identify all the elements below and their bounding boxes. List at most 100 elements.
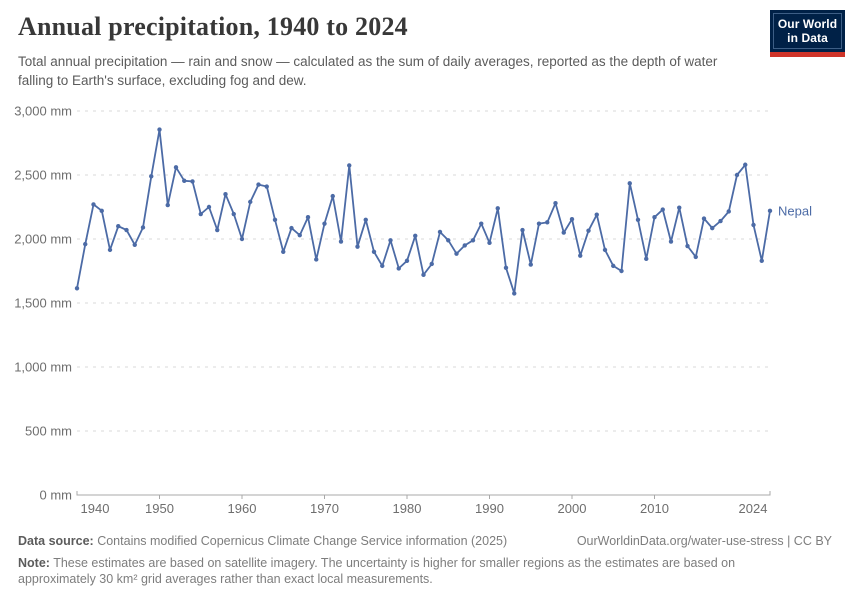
data-point-1963[interactable] [264,184,269,189]
data-point-1972[interactable] [338,239,344,244]
data-point-1976[interactable] [371,249,377,254]
data-point-2019[interactable] [726,209,731,214]
data-point-1945[interactable] [116,224,121,229]
data-point-1983[interactable] [429,261,434,267]
data-point-2024[interactable] [767,208,773,214]
data-point-2020[interactable] [734,172,740,178]
data-point-1962[interactable] [256,182,261,187]
data-point-1997[interactable] [545,220,550,225]
data-point-2018[interactable] [718,218,723,224]
data-point-2005[interactable] [611,263,616,269]
data-point-1980[interactable] [404,258,410,263]
owid-logo-line2: in Data [787,31,828,45]
data-point-2002[interactable] [586,228,591,233]
y-tick-label-1000: 1,000 mm [14,360,72,375]
data-point-1940[interactable] [74,286,80,291]
y-tick-label-2000: 2,000 mm [14,232,72,247]
data-point-1948[interactable] [140,225,146,230]
data-point-2016[interactable] [701,216,707,221]
data-point-2007[interactable] [627,181,632,186]
data-point-2013[interactable] [677,205,682,210]
data-source-text: Data source: Contains modified Copernicu… [18,534,507,548]
y-tick-label-500: 500 mm [25,424,72,439]
series-label-nepal[interactable]: Nepal [778,203,812,218]
data-point-1986[interactable] [454,251,459,256]
data-point-2015[interactable] [693,254,698,260]
data-point-1951[interactable] [165,202,170,208]
data-point-2004[interactable] [602,247,608,253]
data-point-1996[interactable] [536,221,542,226]
data-point-2023[interactable] [759,258,764,263]
data-point-2011[interactable] [660,207,665,212]
data-point-1988[interactable] [470,238,476,243]
data-point-1993[interactable] [512,291,517,296]
x-tick-label-1990: 1990 [475,501,504,516]
data-point-2021[interactable] [743,162,748,167]
data-point-1949[interactable] [149,174,154,179]
data-point-1978[interactable] [388,238,393,243]
data-point-1975[interactable] [363,217,368,222]
data-point-1985[interactable] [446,238,451,243]
y-tick-label-3000: 3,000 mm [14,104,72,119]
data-point-1992[interactable] [503,265,509,270]
y-tick-label-1500: 1,500 mm [14,296,72,311]
data-point-1950[interactable] [157,127,162,132]
data-point-1969[interactable] [314,257,319,262]
data-point-1958[interactable] [223,192,228,197]
data-point-2006[interactable] [619,268,624,274]
data-point-1987[interactable] [462,243,467,248]
data-point-1947[interactable] [132,242,137,247]
data-point-1982[interactable] [421,272,426,278]
precipitation-line[interactable] [76,128,771,295]
data-point-1959[interactable] [231,211,236,217]
data-point-2000[interactable] [569,216,575,222]
data-point-1995[interactable] [528,262,533,267]
precipitation-line-chart: 0 mm 500 mm 1,000 mm 1,500 mm 2,000 mm 2,500 … [14,104,812,517]
data-point-1960[interactable] [239,236,245,242]
data-point-1943[interactable] [99,208,104,214]
data-point-1946[interactable] [124,227,129,233]
data-point-2012[interactable] [668,239,674,244]
data-point-1977[interactable] [380,263,385,269]
data-point-1991[interactable] [495,206,500,211]
data-point-1965[interactable] [281,249,286,254]
data-point-1942[interactable] [91,202,96,207]
data-point-1953[interactable] [182,178,187,183]
data-point-1994[interactable] [520,227,525,233]
data-point-1941[interactable] [83,241,88,247]
data-point-2003[interactable] [594,212,599,217]
data-point-1989[interactable] [479,221,484,226]
data-point-1970[interactable] [322,221,327,226]
data-point-1952[interactable] [173,165,179,170]
data-point-1971[interactable] [330,193,335,199]
data-point-2001[interactable] [578,253,583,258]
data-point-1981[interactable] [413,233,418,238]
data-point-1999[interactable] [561,230,566,235]
data-point-2014[interactable] [685,243,690,249]
x-tick-label-1960: 1960 [228,501,257,516]
data-point-1961[interactable] [248,199,253,205]
data-point-2022[interactable] [751,222,756,228]
data-point-1964[interactable] [272,217,278,222]
data-point-1955[interactable] [198,211,203,217]
owid-license-link[interactable]: OurWorldinData.org/water-use-stress | CC… [576,534,832,548]
chart-note: Note: These estimates are based on satel… [18,556,758,587]
data-point-1966[interactable] [289,225,294,231]
data-point-1957[interactable] [215,227,220,233]
data-point-1944[interactable] [107,247,113,253]
data-point-2009[interactable] [644,256,649,262]
owid-logo[interactable]: Our World in Data [770,10,845,57]
data-point-2008[interactable] [635,217,641,222]
data-point-1967[interactable] [297,232,302,238]
data-point-1956[interactable] [206,204,212,210]
data-point-2010[interactable] [652,215,657,220]
data-point-1973[interactable] [347,163,352,168]
data-point-1954[interactable] [190,179,195,184]
data-point-1968[interactable] [305,215,311,220]
data-point-1974[interactable] [355,244,360,249]
data-point-2017[interactable] [710,225,715,231]
data-point-1979[interactable] [396,266,401,271]
data-point-1990[interactable] [487,240,492,246]
data-point-1998[interactable] [553,200,558,206]
data-point-1984[interactable] [437,229,443,235]
